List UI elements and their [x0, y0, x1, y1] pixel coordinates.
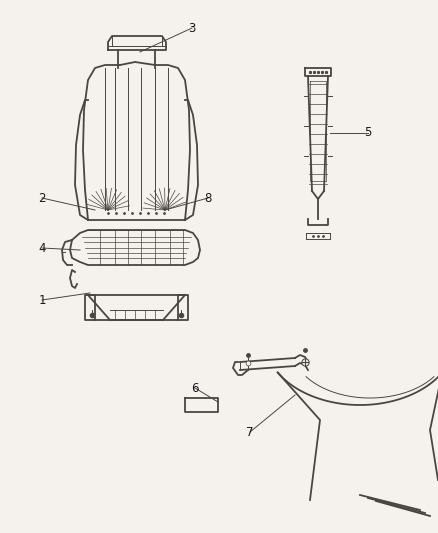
Text: 8: 8: [204, 191, 212, 205]
Text: 2: 2: [38, 191, 46, 205]
Text: 3: 3: [188, 21, 196, 35]
Text: 7: 7: [246, 425, 254, 439]
Text: 1: 1: [38, 294, 46, 306]
Text: 4: 4: [38, 241, 46, 254]
Text: 6: 6: [191, 382, 199, 394]
Text: 5: 5: [364, 126, 372, 140]
